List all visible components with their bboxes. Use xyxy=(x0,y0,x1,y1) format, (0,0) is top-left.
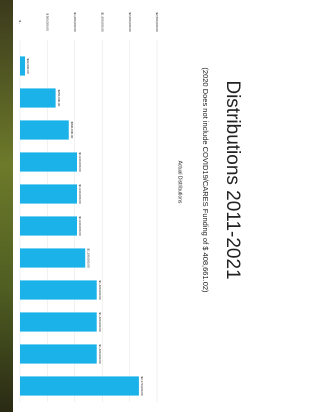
bar xyxy=(20,120,69,139)
data-label: $1,040,000.00 xyxy=(78,216,82,236)
x-tick-label: $2,500,000.00 xyxy=(155,12,159,32)
chart-subtitle: (2020 Does not include COVID19/CARES Fun… xyxy=(201,67,210,293)
bar xyxy=(20,312,97,331)
bar xyxy=(20,56,25,75)
x-tick-label: $ - xyxy=(18,20,22,24)
x-tick-label: $ 500,000.00 xyxy=(46,13,50,31)
data-label: $890,000.00 xyxy=(70,122,74,139)
chart-title: Distributions 2011-2021 xyxy=(222,80,243,279)
legend-label: Actual Distributions xyxy=(177,161,183,204)
bar xyxy=(20,280,97,299)
photo-edge xyxy=(0,0,13,412)
bar xyxy=(20,152,77,171)
bar xyxy=(20,344,97,363)
bar xyxy=(20,248,85,267)
data-label: $650,000.00 xyxy=(57,90,61,107)
data-label: $1,400,000.00 xyxy=(98,280,102,300)
data-label: $1,400,000.00 xyxy=(98,344,102,364)
x-tick-label: $2,000,000.00 xyxy=(128,12,132,32)
bar xyxy=(20,376,139,395)
bar xyxy=(20,184,77,203)
x-tick-label: $1,000,000.00 xyxy=(73,12,77,32)
bar xyxy=(20,216,77,235)
data-label: $1,190,000.00 xyxy=(86,248,90,268)
data-label: $1,040,000.00 xyxy=(78,184,82,204)
data-label: $2,170,000.00 xyxy=(140,376,144,396)
bar xyxy=(20,88,56,107)
data-label: $1,040,000.00 xyxy=(78,152,82,172)
data-label: $92,000.00 xyxy=(26,58,30,73)
data-label: $1,400,000.00 xyxy=(98,312,102,332)
screenshot: Distributions 2011-2021 (2020 Does not i… xyxy=(0,0,255,412)
x-tick-label: $1,500,000.00 xyxy=(100,12,104,32)
